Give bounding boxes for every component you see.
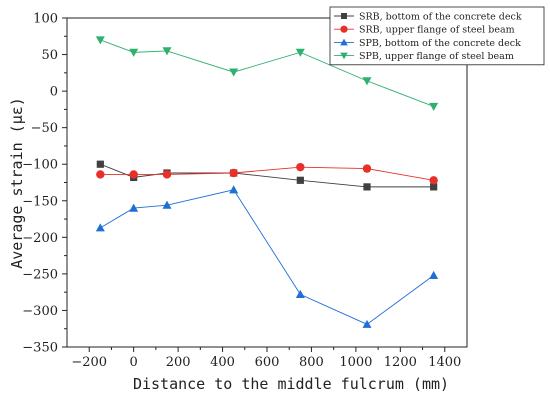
series-1 [96,160,438,191]
legend-label: SRB, bottom of the concrete deck [359,12,522,23]
y-tick-label: −250 [22,267,58,282]
data-point [96,160,104,168]
y-tick-label: −50 [31,121,58,136]
data-point [430,183,438,191]
data-point [296,162,305,172]
data-point [295,289,305,298]
y-axis-title: Average strain (με) [8,97,26,269]
data-point [229,68,239,77]
data-point [129,203,139,212]
x-tick-label: −200 [71,355,107,370]
y-tick-label: 50 [41,48,58,63]
data-point [229,185,239,194]
x-tick-label: 600 [255,355,280,370]
data-point [296,176,304,184]
series-line [100,166,434,181]
legend-label: SRB, upper flange of steel beam [359,25,515,36]
plot-area-border [66,17,468,348]
x-tick-label: 1000 [339,355,372,370]
data-point [129,170,138,179]
data-point [429,270,439,279]
y-tick-label: −300 [22,304,58,319]
x-tick-label: 800 [299,355,324,370]
series-line [100,163,434,188]
data-point [229,168,238,178]
data-point [429,176,438,185]
series-3 [95,185,439,328]
legend-marker [340,52,348,60]
data-point [162,170,172,179]
series-layer [95,36,439,328]
data-point [95,36,105,45]
series-2 [96,162,438,185]
data-point [129,48,139,57]
x-tick-label: 200 [166,355,191,370]
data-point [362,319,372,328]
legend-item-2: SRB, upper flange of steel beam [334,25,515,36]
data-point [362,164,372,173]
legend-label: SPB, bottom of the concrete deck [359,38,521,49]
data-point [295,48,305,57]
data-point [162,47,172,56]
x-tick-label: 1400 [428,355,461,370]
data-point [362,77,372,86]
x-tick-label: 0 [130,355,138,370]
legend-marker [340,38,348,46]
legend-item-3: SPB, bottom of the concrete deck [334,38,521,49]
series-4 [95,36,439,111]
data-point [363,183,371,191]
legend-marker [340,25,348,33]
data-point [162,200,172,209]
legend-marker [341,13,347,19]
legend-label: SPB, upper flange of steel beam [359,51,514,62]
data-point [96,170,105,179]
x-tick-label: 1200 [384,355,417,370]
y-tick-label: 0 [50,85,58,100]
legend-box [329,6,545,66]
series-line [100,189,434,325]
x-tick-label: 400 [210,355,235,370]
y-tick-label: −150 [22,194,58,209]
y-tick-label: 100 [33,12,58,27]
legend-item-1: SRB, bottom of the concrete deck [334,12,522,23]
y-tick-label: −100 [22,158,58,173]
x-axis-ticks: −200 0 200 400 600 800 1000 1200 1400 [71,347,461,370]
data-point [95,223,105,232]
x-axis-title: Distance to the middle fulcrum (mm) [133,375,449,393]
legend-item-4: SPB, upper flange of steel beam [334,51,514,62]
plot-frame [66,17,468,348]
y-tick-label: −350 [22,341,58,356]
data-point [429,102,439,111]
y-tick-label: −200 [22,231,58,246]
y-axis-ticks: 100 50 0 −50 −100 −150 −200 −250 −300 −350 [22,12,67,356]
legend: SRB, bottom of the concrete deck SRB, upp… [329,6,545,66]
